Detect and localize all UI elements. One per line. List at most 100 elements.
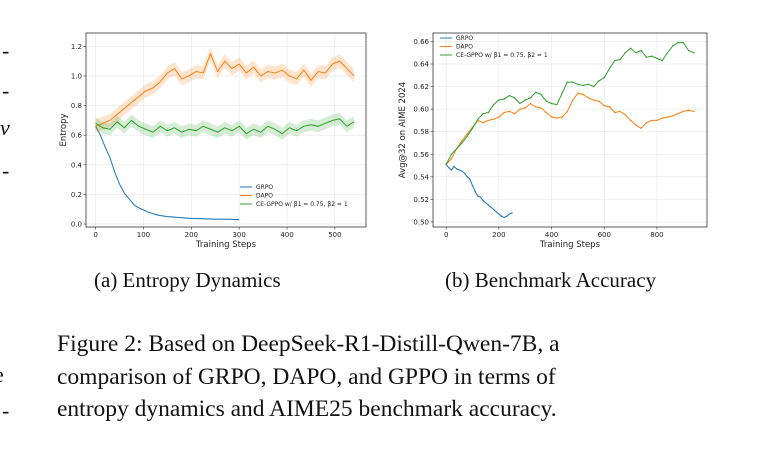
y-tick-label: 0.62 — [413, 83, 429, 91]
data-point — [482, 121, 484, 124]
data-point — [487, 119, 490, 122]
data-point — [571, 99, 574, 101]
data-point — [550, 116, 553, 118]
data-point — [503, 216, 505, 219]
data-point — [540, 107, 542, 109]
data-point — [619, 110, 621, 113]
subcaption-a: (a) Entropy Dynamics — [94, 268, 281, 292]
x-tick-label: 0 — [444, 231, 448, 239]
legend-label: CE-GPPO w/ β1 = 0.75, β2 = 1 — [456, 52, 548, 59]
x-tick-label: 200 — [492, 231, 505, 239]
x-tick-label: 0 — [93, 231, 97, 239]
data-point — [608, 67, 611, 70]
data-point — [682, 41, 684, 44]
data-point — [519, 108, 521, 110]
data-point — [571, 81, 574, 83]
series-line — [445, 92, 694, 165]
y-tick-label: 0.64 — [413, 61, 429, 69]
data-point — [556, 117, 558, 119]
data-point — [456, 147, 458, 150]
x-tick-label: 800 — [650, 231, 663, 239]
data-point — [593, 85, 595, 88]
data-point — [608, 106, 611, 108]
data-point — [693, 52, 695, 54]
series-line — [95, 52, 355, 127]
y-tick-label: 0.6 — [71, 132, 83, 140]
data-point — [598, 80, 600, 82]
data-point — [587, 83, 590, 86]
data-point — [482, 112, 484, 115]
y-tick-label: 0.66 — [413, 38, 429, 46]
data-point — [661, 117, 663, 119]
data-point — [458, 169, 461, 171]
data-point — [463, 172, 466, 175]
data-point — [682, 110, 684, 113]
data-point — [677, 112, 679, 115]
data-point — [614, 59, 616, 62]
data-point — [524, 107, 526, 109]
margin-fragment: - — [2, 78, 10, 103]
data-point — [492, 118, 495, 120]
data-point — [640, 49, 642, 52]
data-point — [487, 111, 490, 114]
data-point — [545, 100, 547, 102]
y-axis-label: Entropy — [59, 113, 69, 146]
y-tick-label: 0.4 — [71, 161, 83, 169]
series-line — [95, 126, 240, 220]
data-point — [498, 116, 500, 118]
legend-label: GRPO — [256, 184, 273, 191]
data-point — [577, 83, 579, 86]
x-axis-label: Training Steps — [195, 240, 257, 250]
data-point — [535, 106, 537, 108]
chart-b: 0 200 400 600 800 0.50 0.52 0.54 0.56 0.58 0.60 0.6… — [398, 32, 708, 250]
x-tick-label: 300 — [232, 231, 245, 239]
figure-charts: 0 100 200 300 400 500 0.0 0.2 0.4 0.6 0.8 1.0 1.2 GRP… — [59, 32, 708, 250]
data-point — [629, 119, 632, 122]
y-tick-label: 1.0 — [71, 72, 82, 80]
data-point — [445, 163, 447, 166]
x-tick-label: 600 — [598, 231, 611, 239]
data-point — [582, 93, 584, 96]
x-tick-label: 200 — [185, 231, 198, 239]
data-point — [492, 208, 495, 211]
subcaption-b: (b) Benchmark Accuracy — [445, 268, 657, 292]
data-point — [635, 52, 637, 54]
series-line — [95, 118, 355, 135]
data-point — [453, 165, 455, 168]
legend-label: CE-GPPO w/ β1 = 0.75, β2 = 1 — [256, 201, 348, 208]
data-point — [498, 213, 500, 215]
data-point — [508, 110, 511, 113]
data-point — [603, 105, 605, 107]
data-point — [461, 142, 463, 144]
data-point — [529, 102, 532, 105]
chart-a: 0 100 200 300 400 500 0.0 0.2 0.4 0.6 0.8 1.0 1.2 GRP… — [59, 32, 367, 250]
data-point — [487, 204, 490, 206]
data-point — [519, 102, 521, 105]
data-point — [619, 58, 621, 61]
margin-fragment: e — [0, 362, 4, 388]
axes-frame — [432, 32, 708, 228]
data-point — [482, 199, 484, 202]
data-point — [587, 97, 590, 99]
data-point — [508, 213, 511, 215]
y-tick-label: 0.54 — [413, 173, 429, 181]
data-point — [466, 135, 468, 137]
data-point — [450, 158, 453, 160]
data-point — [492, 103, 495, 106]
data-point — [645, 56, 648, 58]
data-point — [511, 212, 513, 214]
caption-line-1: Figure 2: Based on DeepSeek-R1-Distill-Q… — [57, 331, 560, 357]
y-tick-label: 0.8 — [71, 102, 82, 110]
x-tick-label: 400 — [280, 231, 293, 239]
data-point — [661, 59, 663, 62]
x-tick-label: 100 — [137, 231, 150, 239]
y-axis-label: Avg@32 on AIME 2024 — [398, 82, 408, 178]
data-point — [535, 91, 537, 93]
data-point — [540, 93, 542, 96]
legend-label: DAPO — [456, 44, 473, 51]
data-point — [477, 195, 479, 197]
y-tick-label: 0.50 — [413, 218, 429, 226]
data-point — [469, 178, 471, 180]
x-axis-label: Training Steps — [539, 240, 601, 250]
data-point — [506, 215, 508, 217]
